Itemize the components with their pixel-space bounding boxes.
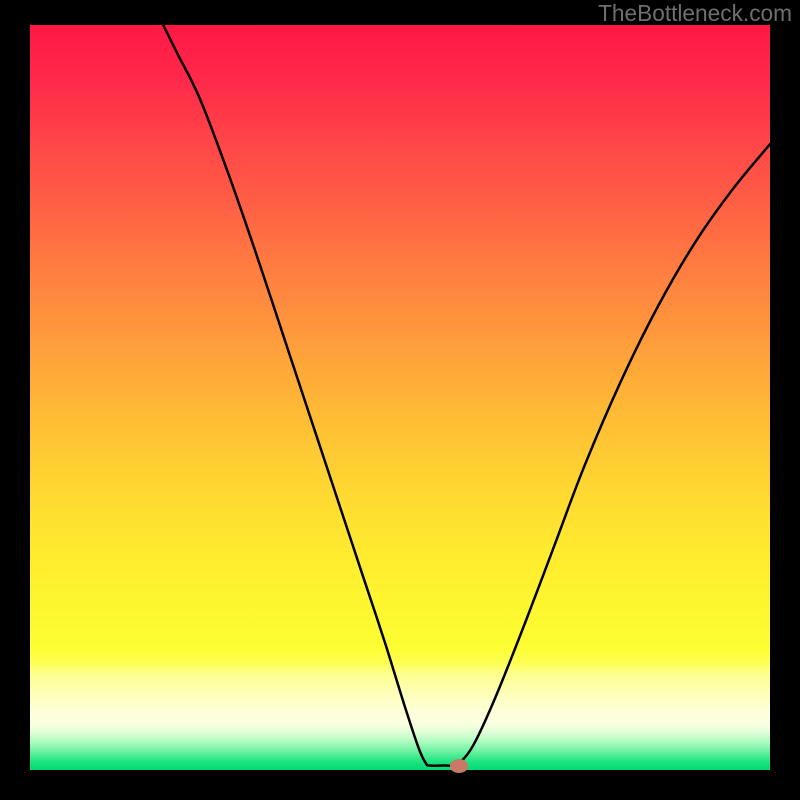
plot-area xyxy=(30,25,770,770)
bottleneck-curve xyxy=(163,25,770,766)
watermark-text: TheBottleneck.com xyxy=(598,0,792,27)
chart-frame: TheBottleneck.com xyxy=(0,0,800,800)
optimal-point-marker xyxy=(450,759,468,773)
curve-svg xyxy=(30,25,770,770)
